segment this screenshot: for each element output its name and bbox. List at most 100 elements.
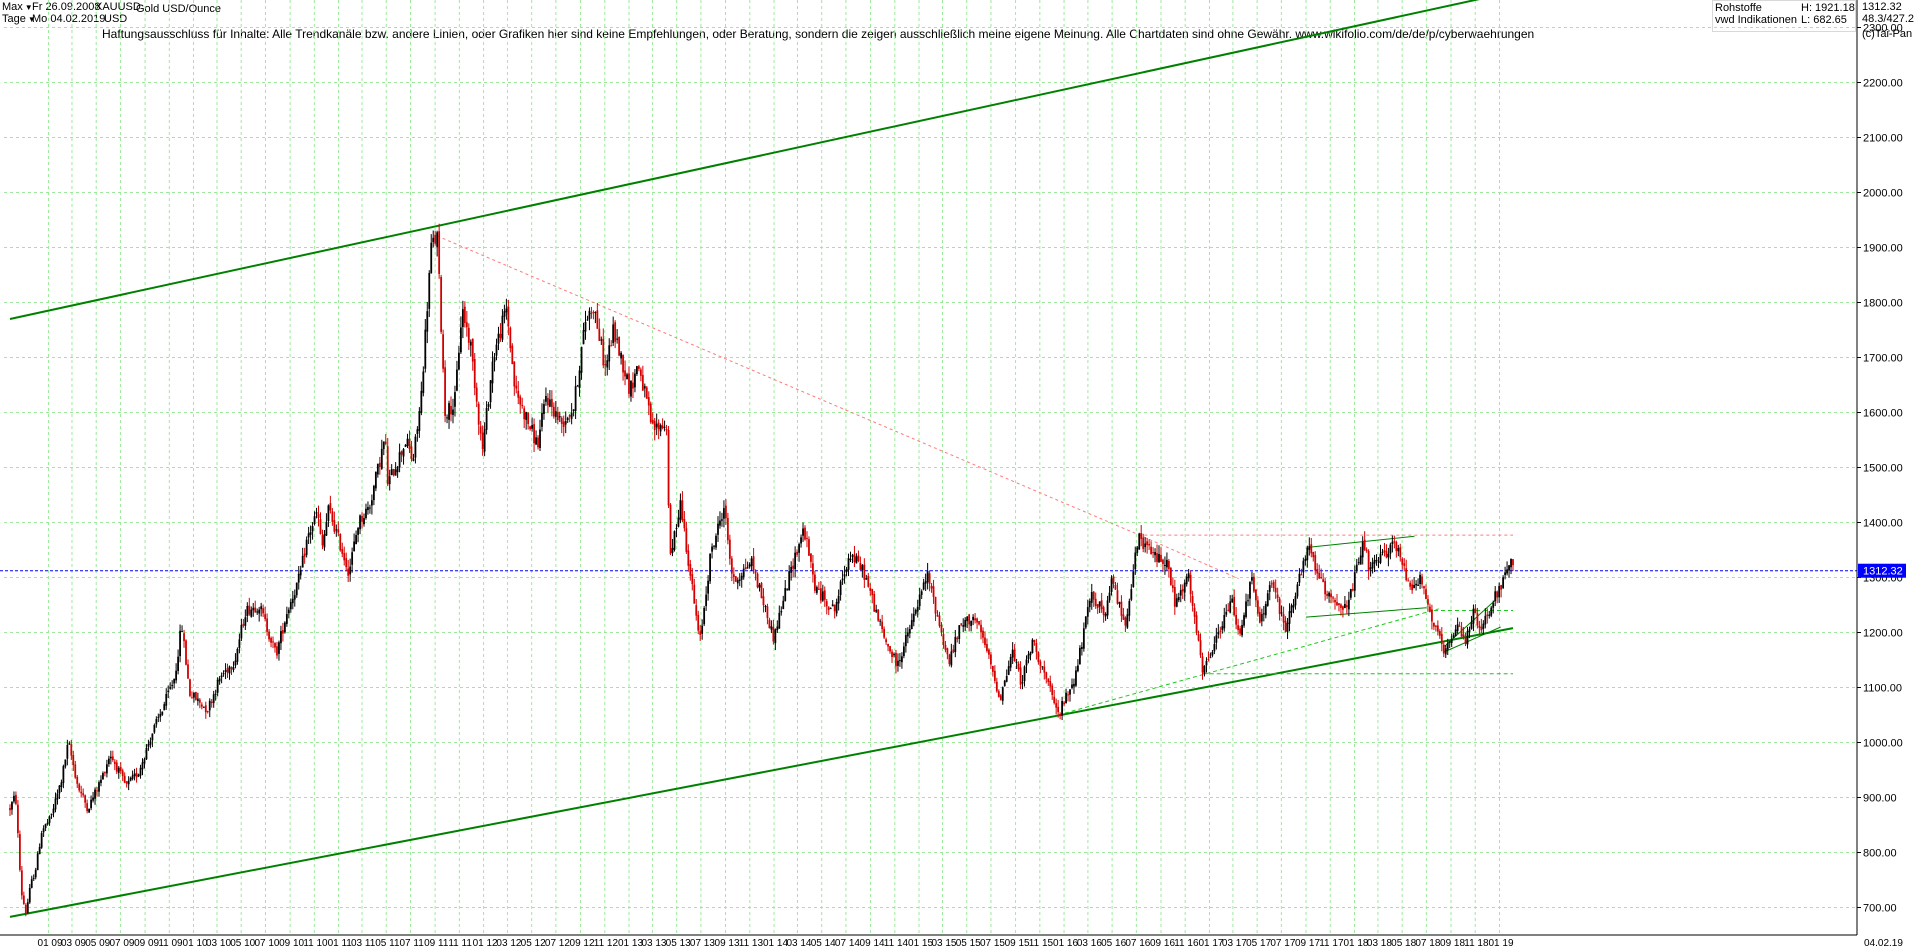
price-bar-body bbox=[1429, 606, 1431, 612]
price-bar-body bbox=[422, 371, 425, 393]
price-bar-body bbox=[851, 555, 854, 557]
price-bar-body bbox=[236, 649, 239, 662]
price-bar-body bbox=[976, 618, 978, 623]
price-bar-body bbox=[1037, 651, 1040, 662]
x-tick-label: 01 15 bbox=[908, 938, 933, 949]
price-bar-body bbox=[590, 312, 593, 314]
price-bar-body bbox=[1057, 706, 1060, 713]
price-bar-body bbox=[458, 352, 460, 370]
price-bar-body bbox=[946, 648, 949, 655]
price-bar-body bbox=[1442, 644, 1445, 654]
price-bar-body bbox=[60, 782, 63, 787]
price-bar-body bbox=[448, 403, 450, 420]
price-bar-body bbox=[24, 904, 27, 914]
price-bar-body bbox=[1458, 625, 1461, 627]
price-bar-body bbox=[291, 598, 294, 604]
price-bar-body bbox=[1486, 614, 1489, 616]
triangle-lower-line bbox=[1305, 607, 1427, 618]
price-bar-body bbox=[1395, 541, 1398, 551]
price-bar-body bbox=[598, 328, 601, 341]
price-bar-body bbox=[616, 338, 619, 340]
price-bar-body bbox=[1213, 644, 1216, 652]
range-dropdown[interactable]: Max ▼ bbox=[2, 1, 33, 14]
price-bar-body bbox=[473, 358, 476, 389]
price-bar-body bbox=[918, 594, 921, 607]
price-bar-body bbox=[331, 511, 334, 522]
price-bar-body bbox=[863, 564, 866, 580]
price-bar-body bbox=[1320, 577, 1323, 579]
price-bar-body bbox=[1237, 625, 1240, 630]
price-bar-body bbox=[788, 571, 791, 591]
price-bar-body bbox=[827, 607, 830, 610]
price-bar-body bbox=[90, 799, 92, 809]
price-bar-body bbox=[556, 411, 559, 421]
price-bar-body bbox=[1185, 576, 1188, 585]
y-tick-label: 1800.00 bbox=[1863, 298, 1903, 310]
price-bar-body bbox=[1336, 602, 1338, 606]
price-bar-body bbox=[1512, 559, 1514, 566]
x-tick-label: 03 11 bbox=[351, 938, 376, 949]
price-bar-body bbox=[1256, 600, 1259, 614]
price-bar-body bbox=[1146, 541, 1149, 546]
info-category: Rohstoffe bbox=[1715, 2, 1762, 14]
price-bar-body bbox=[930, 585, 933, 589]
price-bar-body bbox=[242, 623, 245, 626]
price-bar-body bbox=[1280, 612, 1283, 614]
interval-label: Tage bbox=[2, 13, 26, 25]
price-bar-body bbox=[857, 555, 860, 562]
price-bar-body bbox=[519, 396, 522, 405]
price-bar-body bbox=[329, 503, 332, 511]
price-bar-body bbox=[756, 573, 759, 588]
price-bar-body bbox=[268, 631, 270, 640]
price-bar-body bbox=[481, 432, 484, 450]
price-bar-body bbox=[655, 423, 658, 428]
price-bar-body bbox=[843, 574, 846, 577]
x-tick-label: 07 16 bbox=[1125, 938, 1150, 949]
price-bar-body bbox=[1466, 631, 1469, 645]
x-tick-label: 01 12 bbox=[473, 938, 498, 949]
price-bar-body bbox=[398, 452, 401, 468]
price-bar-body bbox=[1126, 614, 1129, 628]
price-bar-body bbox=[408, 439, 411, 449]
price-bar-body bbox=[185, 640, 187, 665]
price-bar-body bbox=[384, 441, 387, 444]
price-bar-body bbox=[774, 629, 777, 644]
price-bar-body bbox=[893, 653, 895, 656]
price-bar-body bbox=[1106, 600, 1109, 616]
green-dashed-support bbox=[1057, 608, 1439, 716]
price-bar-body bbox=[1399, 547, 1402, 558]
price-bar-body bbox=[784, 587, 787, 601]
price-bar-body bbox=[278, 642, 280, 654]
price-bar-body bbox=[861, 565, 864, 571]
price-bar-body bbox=[1310, 544, 1313, 554]
price-bar-body bbox=[1069, 689, 1071, 695]
price-bar-body bbox=[972, 616, 975, 621]
price-bar-body bbox=[107, 758, 110, 765]
price-bar-body bbox=[117, 767, 120, 773]
price-bar-body bbox=[1189, 574, 1192, 595]
interval-dropdown[interactable]: Tage ▼ bbox=[2, 13, 36, 26]
price-bar-body bbox=[669, 504, 672, 554]
price-bar-body bbox=[568, 415, 571, 417]
price-bar-body bbox=[539, 429, 541, 448]
price-bar-body bbox=[924, 581, 927, 584]
price-bar-body bbox=[897, 660, 899, 666]
price-bar-body bbox=[622, 354, 624, 373]
price-bar-body bbox=[1405, 568, 1408, 581]
price-bar-body bbox=[98, 782, 100, 792]
price-bar-body bbox=[1158, 553, 1160, 563]
price-bar-body bbox=[912, 613, 915, 622]
price-candles bbox=[9, 223, 1514, 917]
price-bar-body bbox=[1102, 607, 1105, 615]
price-bar-body bbox=[932, 586, 935, 597]
price-bar-body bbox=[240, 624, 243, 639]
price-bar-body bbox=[1249, 582, 1251, 599]
y-tick-label: 1600.00 bbox=[1863, 408, 1903, 420]
price-bar-body bbox=[305, 539, 308, 555]
price-bar-body bbox=[592, 311, 595, 313]
price-bar-body bbox=[125, 781, 128, 784]
price-bar-body bbox=[121, 770, 124, 777]
price-bar-body bbox=[1039, 661, 1042, 666]
price-bar-body bbox=[183, 633, 185, 642]
